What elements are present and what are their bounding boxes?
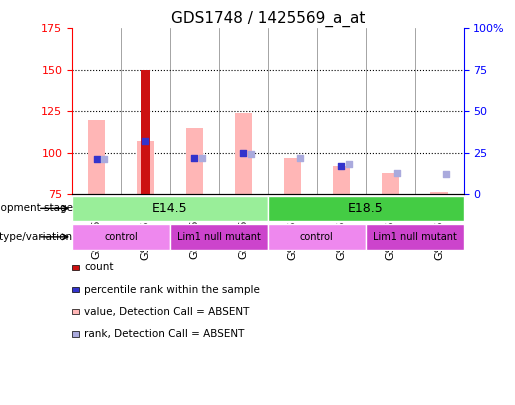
FancyBboxPatch shape <box>366 224 464 249</box>
Bar <box>141 70 150 194</box>
Text: E14.5: E14.5 <box>152 202 188 215</box>
Bar <box>137 141 154 194</box>
Bar <box>382 173 399 194</box>
Text: value, Detection Call = ABSENT: value, Detection Call = ABSENT <box>84 307 249 317</box>
FancyBboxPatch shape <box>72 196 268 221</box>
Point <box>190 154 198 161</box>
Text: percentile rank within the sample: percentile rank within the sample <box>84 285 260 294</box>
Point <box>345 161 353 168</box>
Point <box>141 138 150 144</box>
FancyBboxPatch shape <box>268 224 366 249</box>
Text: E18.5: E18.5 <box>348 202 384 215</box>
Point <box>337 163 345 169</box>
Text: count: count <box>84 262 113 272</box>
Text: Lim1 null mutant: Lim1 null mutant <box>373 232 456 242</box>
Point <box>247 151 255 158</box>
Text: genotype/variation: genotype/variation <box>0 232 73 242</box>
Bar <box>235 113 252 194</box>
Bar <box>186 128 203 194</box>
Point <box>239 149 247 156</box>
Title: GDS1748 / 1425569_a_at: GDS1748 / 1425569_a_at <box>170 11 365 27</box>
Point <box>93 156 101 162</box>
Text: development stage: development stage <box>0 203 73 213</box>
Text: Lim1 null mutant: Lim1 null mutant <box>177 232 261 242</box>
Text: rank, Detection Call = ABSENT: rank, Detection Call = ABSENT <box>84 329 244 339</box>
Point <box>198 154 206 161</box>
Point <box>442 171 451 177</box>
Bar <box>284 158 301 194</box>
Text: control: control <box>104 232 138 242</box>
Bar <box>88 119 105 194</box>
Point <box>296 154 304 161</box>
Text: control: control <box>300 232 334 242</box>
Point <box>100 156 108 162</box>
FancyBboxPatch shape <box>268 196 464 221</box>
Bar <box>333 166 350 194</box>
FancyBboxPatch shape <box>72 224 170 249</box>
Point <box>393 169 402 176</box>
FancyBboxPatch shape <box>170 224 268 249</box>
Bar <box>431 192 448 194</box>
